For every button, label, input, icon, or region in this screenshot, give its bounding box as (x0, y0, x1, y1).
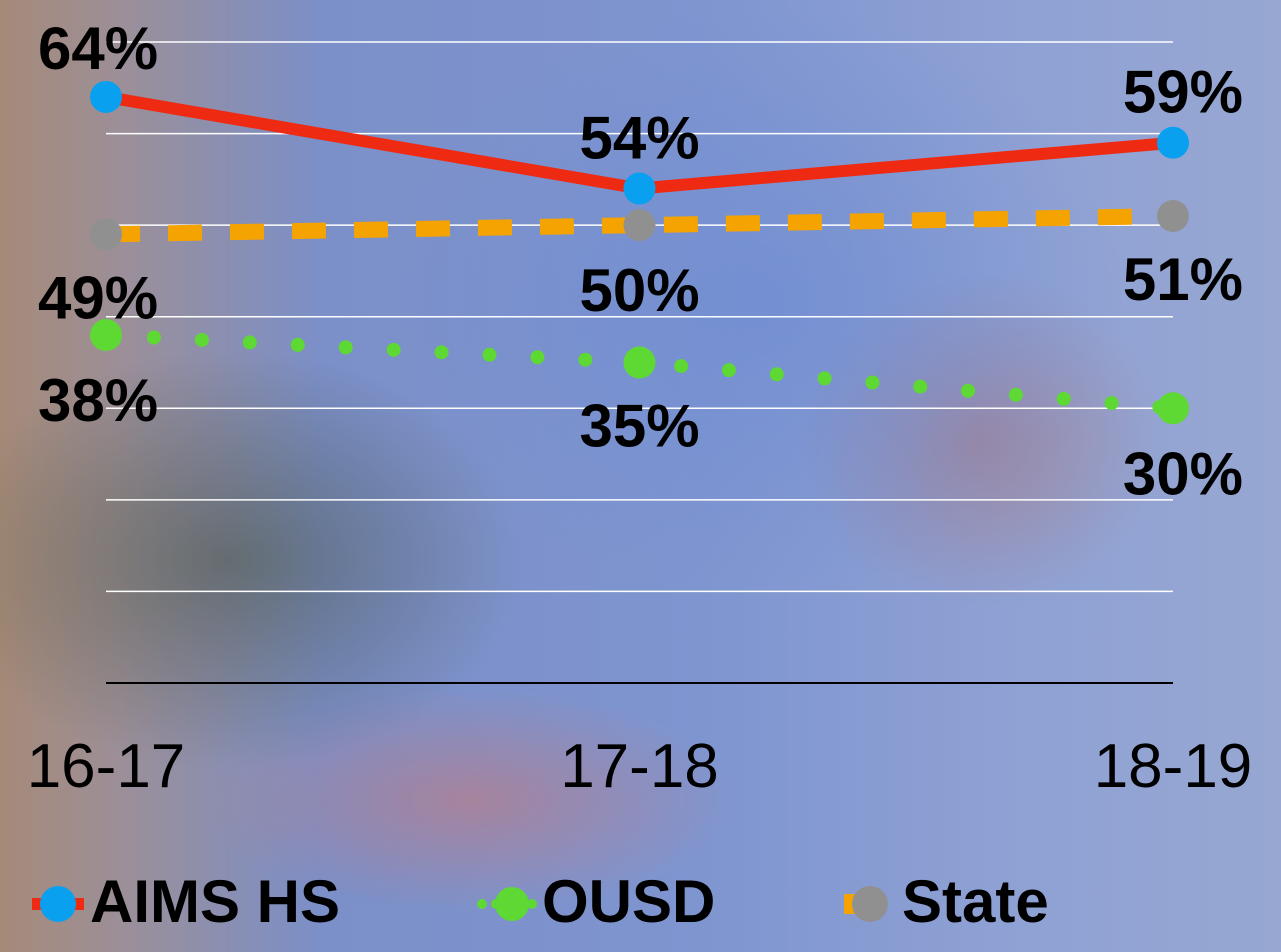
legend-swatch-ousd (476, 862, 546, 942)
data-label-ousd: 30% (1123, 440, 1243, 507)
chart-legend: AIMS HS OUSD State (0, 862, 1281, 942)
data-point-aims-hs (90, 81, 122, 113)
data-label-state: 50% (579, 257, 699, 324)
data-label-aims-hs: 54% (579, 105, 699, 172)
data-point-state (624, 209, 656, 241)
legend-item-state: State (840, 862, 1100, 942)
data-label-aims-hs: 64% (38, 15, 158, 82)
data-label-aims-hs: 59% (1123, 59, 1243, 126)
data-label-ousd: 38% (38, 367, 158, 434)
data-point-state (1157, 200, 1189, 232)
data-point-state (90, 218, 122, 250)
legend-swatch-aims-hs (30, 862, 90, 942)
data-point-aims-hs (624, 173, 656, 205)
legend-item-ousd: OUSD (476, 862, 776, 942)
data-point-ousd (90, 319, 122, 351)
data-point-ousd (624, 347, 656, 379)
x-tick-label: 17-18 (560, 732, 719, 801)
legend-label-state: State (902, 864, 1049, 940)
legend-item-aims-hs: AIMS HS (30, 862, 410, 942)
legend-label-aims-hs: AIMS HS (90, 864, 340, 940)
legend-label-ousd: OUSD (542, 864, 715, 940)
data-point-ousd (1157, 392, 1189, 424)
data-label-state: 51% (1123, 246, 1243, 313)
x-tick-label: 16-17 (27, 732, 186, 801)
data-point-aims-hs (1157, 127, 1189, 159)
legend-swatch-state (840, 862, 900, 942)
data-label-ousd: 35% (579, 393, 699, 460)
x-tick-label: 18-19 (1094, 732, 1253, 801)
